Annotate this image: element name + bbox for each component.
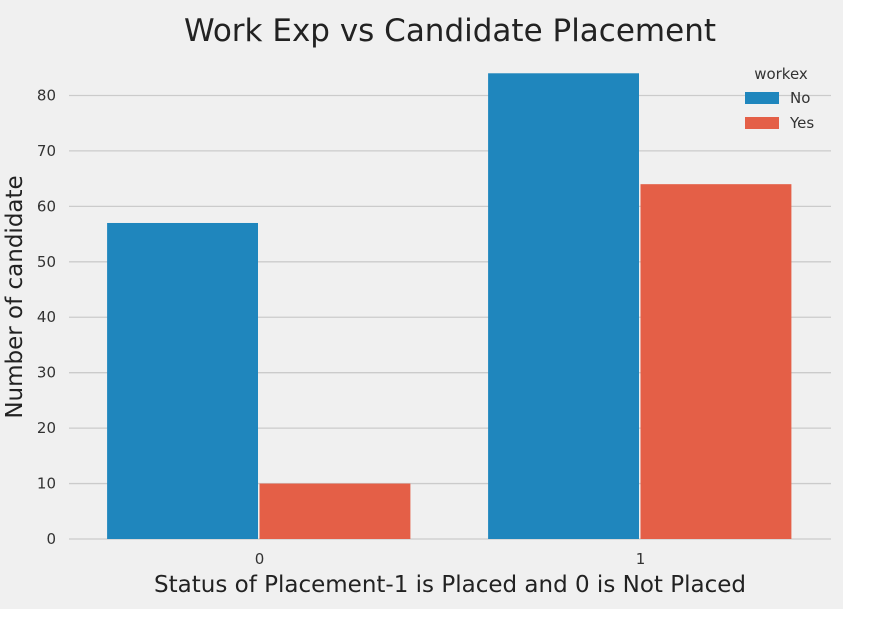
y-tick-label: 10 bbox=[37, 475, 56, 493]
legend-swatch-yes bbox=[745, 117, 779, 129]
chart-title: Work Exp vs Candidate Placement bbox=[184, 13, 716, 49]
y-axis-label: Number of candidate bbox=[2, 175, 28, 418]
legend-label-yes: Yes bbox=[789, 114, 814, 132]
legend-label-no: No bbox=[790, 89, 810, 107]
y-tick-label: 30 bbox=[37, 364, 56, 382]
legend-title: workex bbox=[754, 65, 808, 83]
bar-no-1 bbox=[488, 73, 639, 540]
legend: workex No Yes bbox=[745, 65, 814, 132]
y-tick-label: 40 bbox=[37, 308, 56, 326]
x-tick-label: 0 bbox=[255, 550, 265, 568]
legend-swatch-no bbox=[745, 92, 779, 104]
y-tick-label: 0 bbox=[46, 530, 56, 548]
x-axis-label: Status of Placement-1 is Placed and 0 is… bbox=[154, 572, 746, 598]
y-tick-label: 50 bbox=[37, 253, 56, 271]
y-tick-label: 70 bbox=[37, 142, 56, 160]
y-tick-label: 20 bbox=[37, 419, 56, 437]
y-tick-label: 60 bbox=[37, 197, 56, 215]
bar-yes-0 bbox=[259, 483, 411, 539]
bars bbox=[107, 73, 792, 540]
legend-items: No Yes bbox=[745, 89, 814, 132]
bar-yes-1 bbox=[640, 184, 792, 539]
y-tick-labels: 0 10 20 30 40 50 60 70 80 bbox=[37, 86, 56, 548]
y-tick-label: 80 bbox=[37, 86, 56, 104]
x-tick-label: 1 bbox=[636, 550, 646, 568]
bar-no-0 bbox=[107, 222, 258, 539]
